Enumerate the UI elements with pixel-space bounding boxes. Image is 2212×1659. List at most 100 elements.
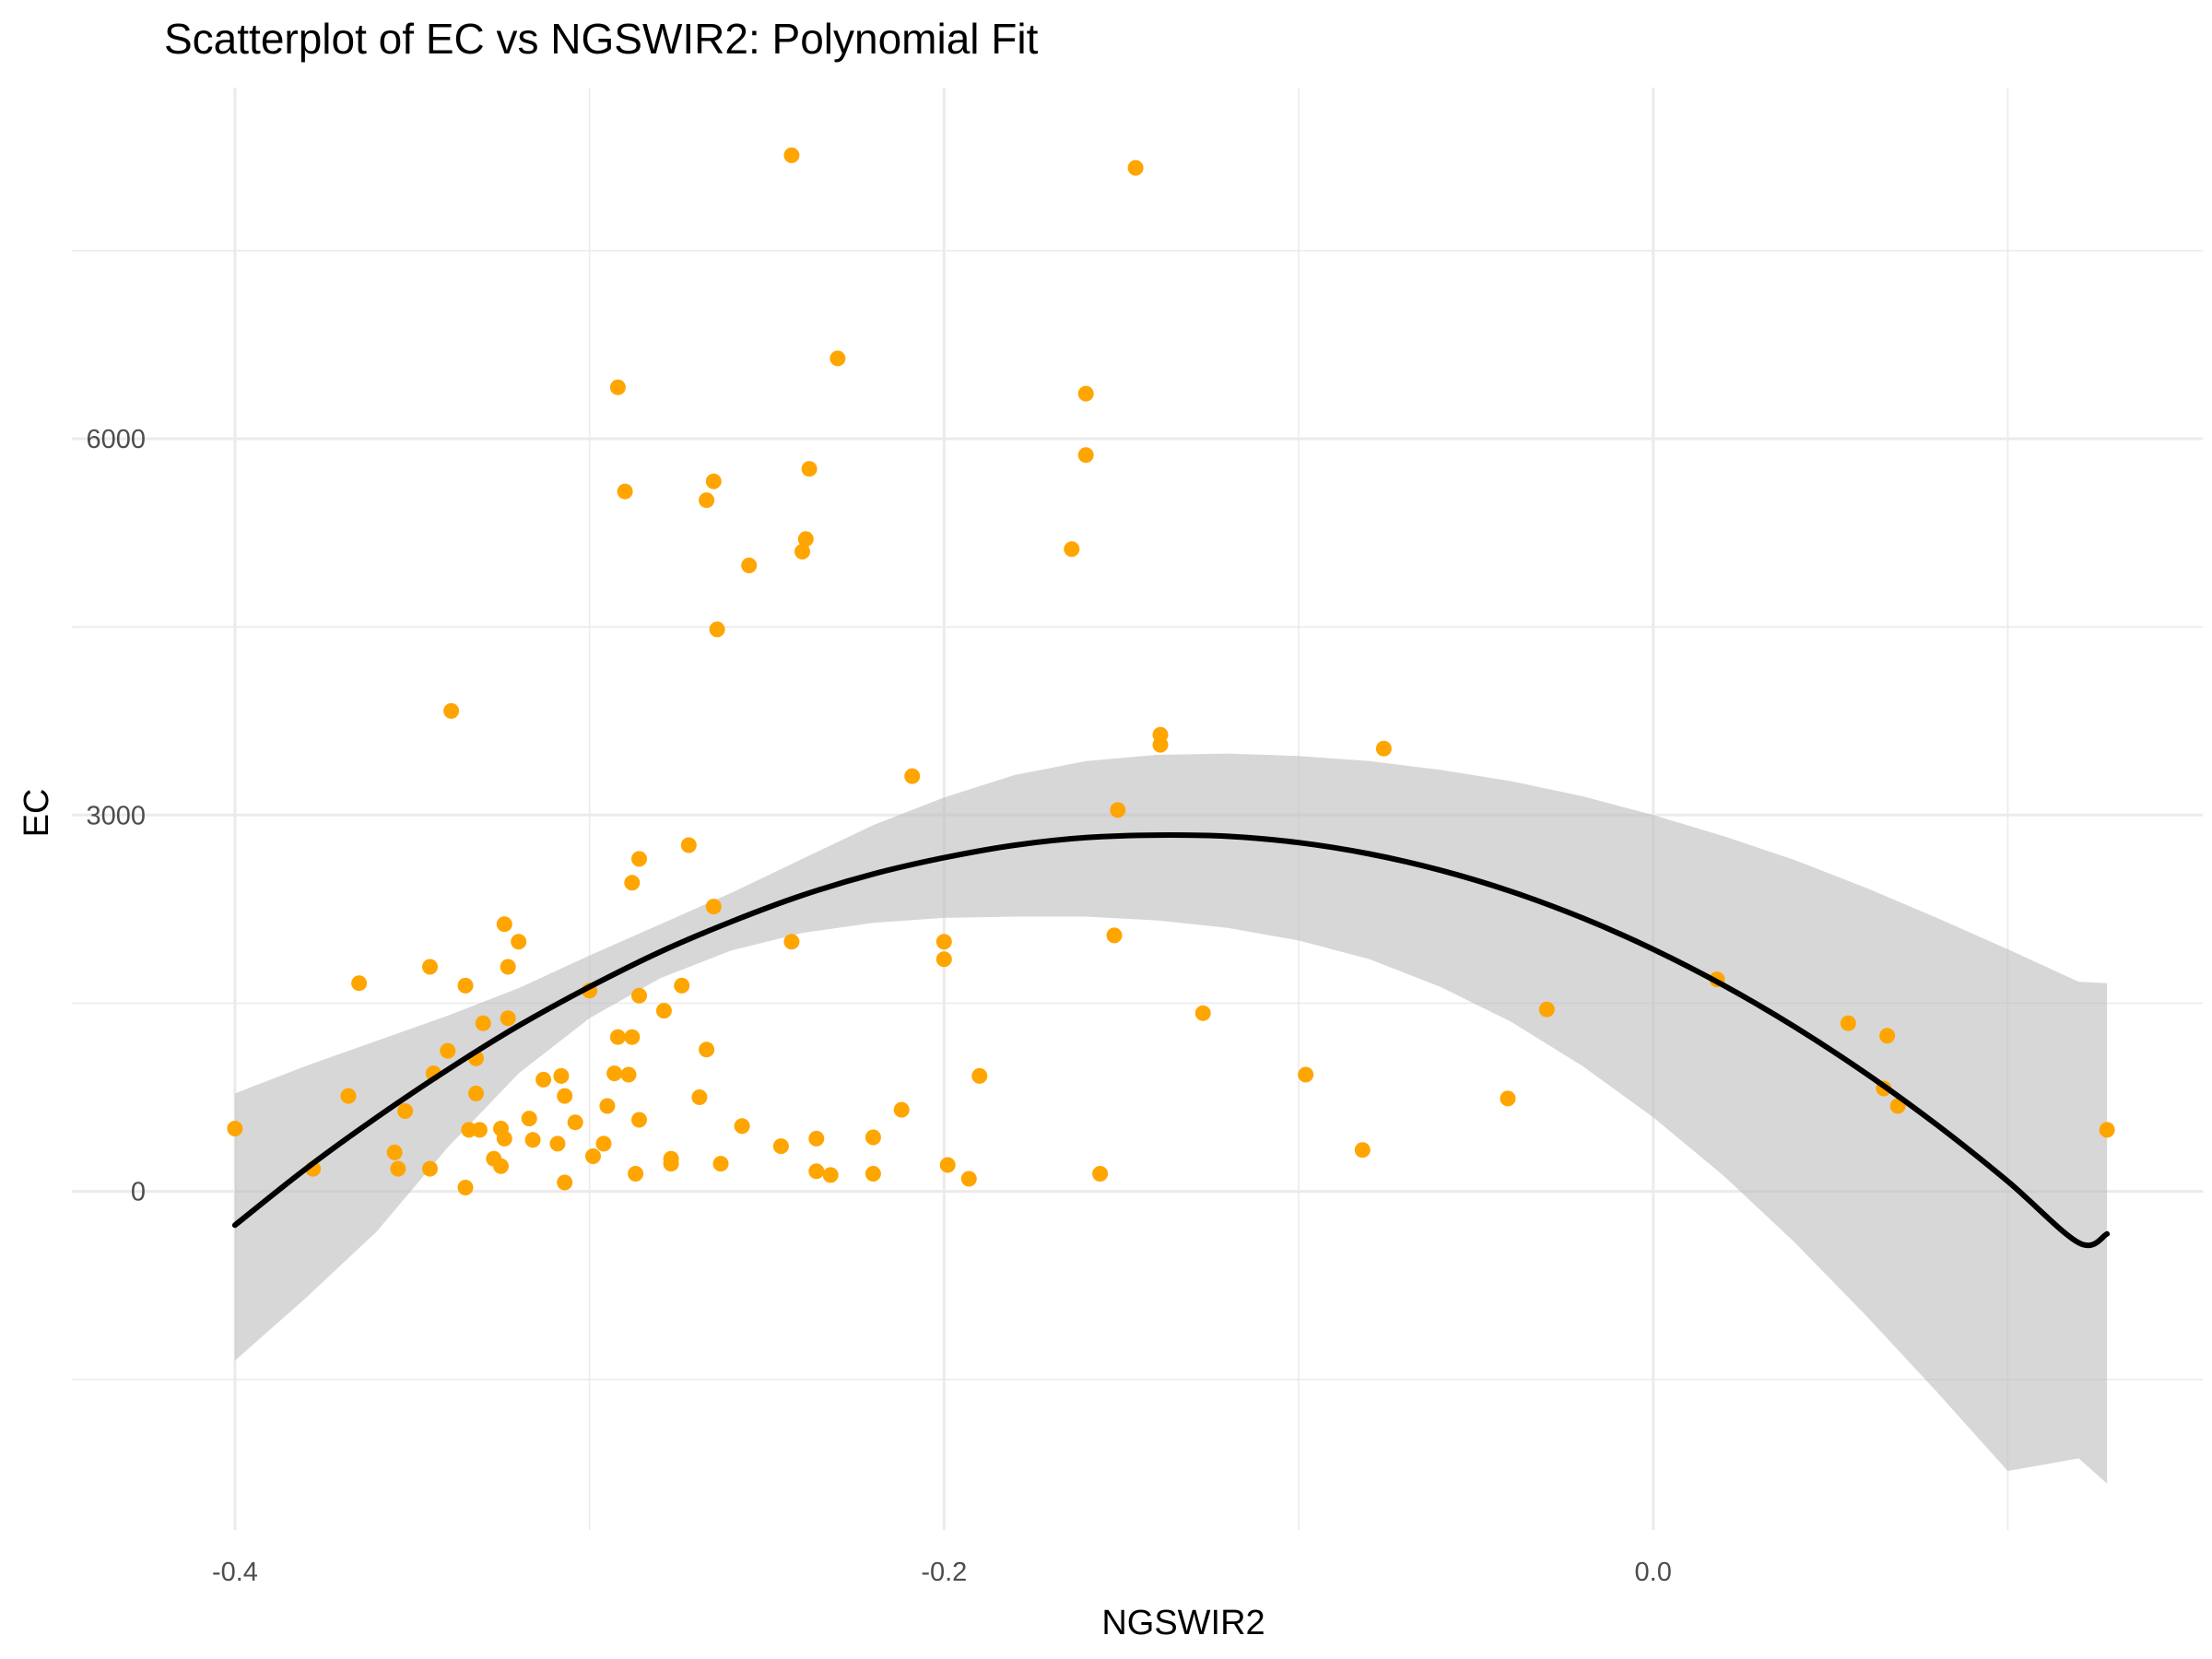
data-point	[595, 1135, 612, 1152]
data-point	[1077, 385, 1094, 402]
data-point	[939, 1157, 956, 1173]
data-point	[471, 1122, 488, 1138]
data-point	[422, 959, 438, 975]
data-point	[475, 1015, 491, 1031]
data-point	[628, 1166, 644, 1182]
data-point	[557, 1088, 573, 1104]
x-tick-label: 0.0	[1635, 1558, 1672, 1587]
data-point	[971, 1067, 988, 1084]
data-point	[521, 1111, 537, 1127]
data-point	[741, 558, 758, 573]
data-point	[680, 837, 697, 853]
data-point	[631, 987, 647, 1004]
data-point	[457, 1180, 474, 1195]
data-point	[699, 1041, 715, 1058]
data-point	[893, 1101, 910, 1118]
data-point	[511, 934, 527, 950]
data-point	[1298, 1066, 1314, 1083]
data-point	[699, 492, 715, 509]
y-tick-label: 0	[131, 1178, 146, 1207]
data-point	[935, 951, 952, 968]
data-point	[797, 531, 814, 547]
data-point	[865, 1166, 881, 1182]
data-point	[734, 1118, 750, 1135]
data-point	[808, 1130, 825, 1147]
data-point	[1106, 927, 1123, 944]
data-point	[783, 147, 800, 163]
data-point	[1127, 159, 1144, 176]
data-point	[443, 702, 460, 719]
data-point	[631, 851, 647, 867]
data-point	[1194, 1005, 1211, 1021]
data-point	[830, 350, 846, 367]
data-point	[794, 544, 810, 559]
y-tick-label: 3000	[86, 801, 146, 830]
data-point	[553, 1067, 570, 1084]
data-point	[783, 934, 800, 950]
data-point	[599, 1098, 616, 1114]
data-point	[1077, 447, 1094, 464]
data-point	[1152, 736, 1169, 753]
data-point	[691, 1089, 708, 1105]
minor-gridlines	[72, 88, 2203, 1530]
data-point	[1538, 1001, 1555, 1018]
data-point	[1375, 740, 1392, 757]
chart-title: Scatterplot of EC vs NGSWIR2: Polynomial…	[164, 15, 1039, 63]
data-point	[712, 1156, 729, 1172]
y-tick-label: 6000	[86, 425, 146, 454]
data-point	[1110, 802, 1126, 818]
data-point	[801, 461, 818, 477]
data-point	[705, 899, 722, 915]
data-point	[422, 1160, 438, 1177]
data-point	[567, 1114, 583, 1131]
x-tick-label: -0.4	[212, 1558, 258, 1587]
data-point	[609, 379, 626, 395]
data-point	[1879, 1028, 1896, 1044]
data-point	[457, 977, 474, 994]
data-point	[960, 1171, 977, 1187]
data-point	[386, 1144, 403, 1160]
x-tick-label: -0.2	[921, 1558, 967, 1587]
data-point	[351, 975, 368, 992]
polynomial-fit-line	[231, 832, 2111, 1249]
data-point	[631, 1112, 647, 1128]
data-point	[663, 1156, 679, 1172]
data-point	[624, 1029, 641, 1045]
data-point	[822, 1167, 839, 1183]
data-point	[496, 1130, 512, 1147]
data-point	[524, 1132, 541, 1148]
data-point	[557, 1174, 573, 1191]
data-point	[340, 1088, 357, 1104]
data-point	[705, 473, 722, 489]
confidence-ribbon	[234, 753, 2108, 1484]
x-tick-labels: -0.4 -0.2 0.0	[212, 1558, 1672, 1587]
data-point	[535, 1071, 552, 1088]
data-point	[609, 1029, 626, 1045]
y-tick-labels: 0 3000 6000	[86, 425, 146, 1207]
x-axis-label: NGSWIR2	[1101, 1604, 1265, 1642]
data-point	[606, 1065, 623, 1082]
data-point	[808, 1163, 825, 1180]
data-point	[1354, 1142, 1371, 1159]
data-point	[2099, 1122, 2115, 1138]
data-point	[620, 1066, 637, 1083]
data-point	[227, 1121, 243, 1136]
data-point	[624, 875, 641, 891]
data-point	[1064, 541, 1080, 558]
data-point	[617, 483, 633, 500]
data-point	[585, 1148, 601, 1164]
data-point	[440, 1042, 456, 1059]
data-point	[500, 959, 516, 975]
data-point	[493, 1158, 509, 1174]
y-axis-label: EC	[18, 789, 56, 838]
data-point	[865, 1129, 881, 1146]
data-point	[1840, 1015, 1856, 1031]
data-point	[772, 1138, 789, 1155]
data-point	[674, 977, 690, 994]
data-point	[496, 916, 512, 933]
data-point	[397, 1103, 414, 1119]
data-point	[904, 768, 921, 784]
data-point	[1092, 1166, 1109, 1182]
data-point	[468, 1085, 484, 1101]
